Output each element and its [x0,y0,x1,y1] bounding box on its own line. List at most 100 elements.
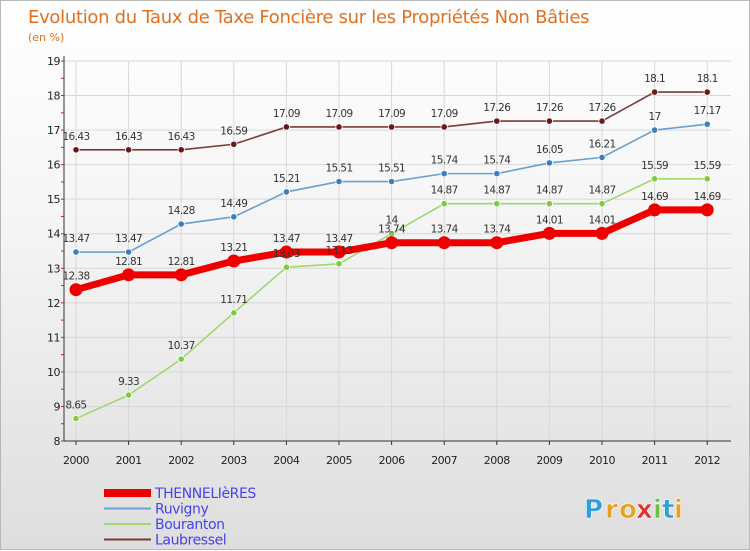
data-label-bouranton: 14.87 [483,185,510,197]
data-point-ruvigny [440,170,448,178]
data-point-ruvigny [387,177,396,186]
data-point-laubressel [650,88,659,96]
y-tick-label: 19 [47,55,60,68]
data-label-thenneli-res: 14.01 [536,214,563,226]
data-point-thenneli-res [490,236,504,250]
data-point-ruvigny [177,220,185,228]
data-label-thenneli-res: 14.69 [641,191,668,203]
data-label-laubressel: 18.1 [644,73,665,85]
data-point-thenneli-res [700,203,714,217]
brand-letter: r [605,495,618,525]
brand-letter: x [636,495,653,525]
data-point-laubressel [545,117,554,125]
data-label-bouranton: 15.59 [641,160,668,172]
data-point-ruvigny [282,188,290,196]
y-tick-label: 11 [47,331,60,344]
y-axis-unit: (en %) [28,31,64,44]
legend-label-bouranton: Bouranton [155,517,225,533]
data-label-ruvigny: 16.05 [536,144,563,156]
brand-letter: o [619,495,637,525]
data-label-thenneli-res: 13.21 [220,242,247,254]
legend-label-ruvigny: Ruvigny [155,502,209,518]
data-point-ruvigny [650,126,659,134]
data-point-laubressel [440,123,448,131]
data-label-ruvigny: 14.49 [220,198,247,210]
data-point-thenneli-res [279,245,293,259]
y-tick-label: 13 [47,262,60,275]
data-point-bouranton [598,200,606,208]
x-tick-label: 2012 [694,454,720,467]
data-point-thenneli-res [542,226,556,240]
data-point-ruvigny [598,153,606,161]
data-point-thenneli-res [437,236,451,250]
x-tick-label: 2003 [221,454,247,467]
axes: 8 9 10 11 12 13 14 15 16 17 18 19 2000 2001 2002 2003 20… [47,55,731,467]
data-label-thenneli-res: 12.38 [62,271,89,283]
x-tick-label: 2005 [326,454,352,467]
data-point-ruvigny [545,159,554,167]
data-label-thenneli-res: 14.01 [588,214,615,226]
data-point-thenneli-res [648,203,662,217]
data-label-laubressel: 18.1 [697,73,718,85]
y-tick-label: 9 [54,400,61,413]
brand-letter: i [653,495,662,525]
data-point-bouranton [545,200,554,208]
data-point-bouranton [440,200,448,208]
data-point-laubressel [230,140,238,148]
data-point-thenneli-res [385,236,399,250]
y-tick-label: 14 [47,228,60,241]
x-tick-label: 2010 [589,454,615,467]
data-label-bouranton: 10.37 [168,340,195,352]
y-tick-label: 18 [47,90,60,103]
data-label-ruvigny: 13.47 [62,233,89,245]
x-tick-label: 2011 [642,454,668,467]
data-label-thenneli-res: 12.81 [168,256,195,268]
data-label-laubressel: 17.26 [588,102,616,114]
x-tick-label: 2002 [168,454,194,467]
data-point-thenneli-res [69,283,83,297]
data-label-bouranton: 9.33 [118,376,139,388]
data-label-laubressel: 17.09 [325,108,352,120]
data-point-bouranton [703,175,711,183]
data-label-laubressel: 17.09 [378,108,405,120]
data-point-thenneli-res [227,254,241,268]
data-label-bouranton: 13.03 [273,248,300,260]
data-point-ruvigny [72,248,80,256]
data-point-bouranton [335,260,343,268]
data-point-laubressel [125,146,133,154]
data-label-bouranton: 14 [386,215,399,227]
x-tick-label: 2009 [536,454,562,467]
data-label-bouranton: 14.87 [536,185,563,197]
data-label-bouranton: 15.59 [694,160,721,172]
data-point-thenneli-res [595,226,609,240]
brand-letter: i [674,495,683,525]
data-point-bouranton [72,414,80,423]
data-point-ruvigny [230,213,238,221]
x-tick-label: 2001 [116,454,142,467]
series-layer [69,88,714,423]
data-point-laubressel [177,146,185,154]
data-label-ruvigny: 15.51 [378,163,405,175]
chart-title: Evolution du Taux de Taxe Foncière sur l… [28,7,589,28]
data-point-laubressel [335,123,343,131]
data-label-bouranton: 14.87 [431,185,458,197]
data-point-thenneli-res [174,268,188,282]
data-point-laubressel [282,123,290,131]
data-label-laubressel: 17.26 [536,102,564,114]
data-label-thenneli-res: 12.81 [115,256,142,268]
data-label-ruvigny: 15.74 [431,155,459,167]
legend-label-thenneli-res: THENNELIèRES [154,486,256,502]
data-label-ruvigny: 14.28 [168,205,195,217]
data-label-ruvigny: 15.51 [325,163,352,175]
data-point-bouranton [230,309,238,317]
data-label-laubressel: 17.09 [273,108,300,120]
brand-letter: t [662,495,674,525]
data-label-bouranton: 11.71 [220,294,247,306]
data-label-laubressel: 17.26 [483,102,511,114]
data-point-thenneli-res [122,268,136,282]
y-tick-label: 8 [54,435,61,448]
brand-letter: P [584,495,603,525]
